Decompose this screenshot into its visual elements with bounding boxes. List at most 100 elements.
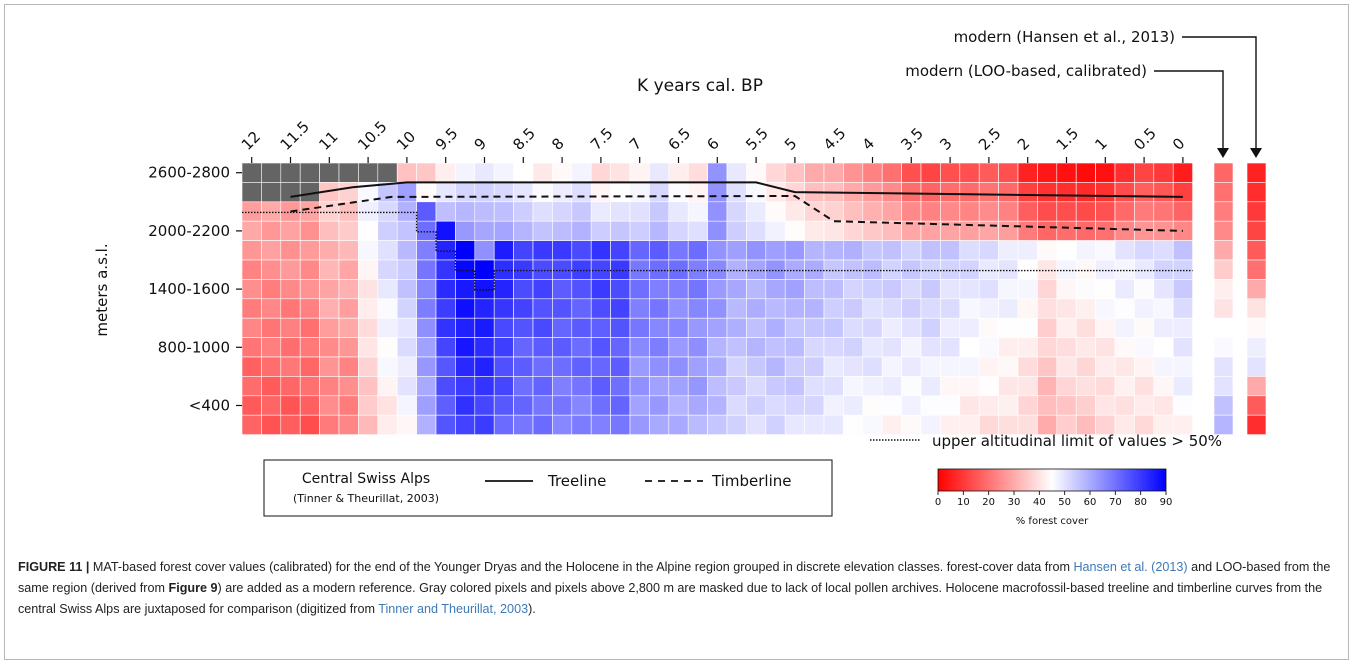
heatmap-cell (707, 395, 728, 416)
heatmap-cell (261, 279, 282, 300)
heatmap-cell (746, 259, 767, 280)
heatmap-cell (280, 337, 301, 358)
legend-title: Central Swiss Alps (302, 471, 430, 487)
heatmap-cell (493, 220, 514, 241)
caption-ref-tinner[interactable]: Tinner and Theurillat, 2003 (378, 602, 529, 616)
heatmap-cell (416, 337, 437, 358)
heatmap-cell (1114, 182, 1135, 203)
modern-cell (1213, 240, 1234, 261)
heatmap-cell (474, 182, 495, 203)
heatmap-cell (920, 356, 941, 377)
x-tick-label: 11.5 (277, 117, 313, 153)
colorbar-tick-label: 0 (935, 497, 941, 508)
heatmap-cell (241, 279, 262, 300)
heatmap-cell (1114, 279, 1135, 300)
modern-cell (1246, 162, 1267, 183)
heatmap-cell (1017, 376, 1038, 397)
heatmap-cell (843, 240, 864, 261)
heatmap-cell (784, 317, 805, 338)
heatmap-cell (571, 298, 592, 319)
heatmap-cell (396, 220, 417, 241)
heatmap-cell (978, 240, 999, 261)
heatmap-cell (532, 414, 553, 435)
heatmap-cell (784, 279, 805, 300)
heatmap-cell (280, 240, 301, 261)
heatmap-cell (687, 162, 708, 183)
heatmap-cell (1075, 395, 1096, 416)
heatmap-cell (319, 259, 340, 280)
heatmap-cell (1114, 356, 1135, 377)
heatmap-cell (881, 240, 902, 261)
colorbar-tick-label: 70 (1109, 497, 1122, 508)
colorbar: 0 10 20 30 40 50 60 70 80 90 % forest cover (935, 468, 1172, 527)
heatmap-cell (590, 182, 611, 203)
heatmap-cell (765, 220, 786, 241)
heatmap-cell (726, 395, 747, 416)
heatmap-cell (610, 279, 631, 300)
heatmap-cell (804, 337, 825, 358)
heatmap-cell (862, 414, 883, 435)
heatmap-cell (590, 414, 611, 435)
heatmap-cell (319, 279, 340, 300)
heatmap-cell (532, 356, 553, 377)
heatmap-cell (668, 201, 689, 222)
heatmap-cell (416, 414, 437, 435)
heatmap-cell (1056, 317, 1077, 338)
heatmap-cell (998, 220, 1019, 241)
x-tick-label: 10 (393, 128, 419, 154)
heatmap-cell (629, 298, 650, 319)
heatmap-cell (1095, 317, 1116, 338)
heatmap-cell (901, 162, 922, 183)
heatmap-cell (1172, 337, 1193, 358)
heatmap-cell (396, 298, 417, 319)
hansen-arrow-line (1182, 36, 1257, 150)
caption-ref-hansen[interactable]: Hansen et al. (2013) (1073, 560, 1188, 574)
heatmap-cell (1114, 376, 1135, 397)
heatmap-cell (338, 414, 359, 435)
heatmap-cell (261, 414, 282, 435)
caption-ref-figure[interactable]: Figure 9 (168, 581, 218, 595)
heatmap-cell (978, 317, 999, 338)
heatmap-cell (940, 259, 961, 280)
heatmap-cell (668, 220, 689, 241)
heatmap-cell (261, 220, 282, 241)
heatmap-cell (881, 395, 902, 416)
heatmap-cell (843, 220, 864, 241)
heatmap-cell (804, 240, 825, 261)
heatmap-cell (1037, 356, 1058, 377)
heatmap-cell (707, 220, 728, 241)
heatmap-cell (784, 201, 805, 222)
heatmap-cell (804, 279, 825, 300)
heatmap-cell (455, 201, 476, 222)
heatmap-cell (746, 240, 767, 261)
modern-cell (1246, 240, 1267, 261)
heatmap-cell (280, 376, 301, 397)
heatmap-cell (1172, 298, 1193, 319)
heatmap-cell (881, 162, 902, 183)
heatmap-cell (474, 259, 495, 280)
heatmap-cell (998, 298, 1019, 319)
heatmap-cell (998, 337, 1019, 358)
heatmap-cell (959, 337, 980, 358)
heatmap-cell (435, 240, 456, 261)
heatmap-cell (959, 317, 980, 338)
modern-cell (1213, 395, 1234, 416)
heatmap-cell (416, 182, 437, 203)
modern-cell (1213, 182, 1234, 203)
heatmap-cell (396, 162, 417, 183)
heatmap-cell (940, 356, 961, 377)
x-tick-label: 1.5 (1053, 124, 1083, 154)
heatmap-cell (261, 201, 282, 222)
heatmap-cell (862, 240, 883, 261)
heatmap-cell (1172, 356, 1193, 377)
heatmap-cell (241, 395, 262, 416)
heatmap-cell (901, 259, 922, 280)
heatmap-cell (377, 414, 398, 435)
heatmap-cell (571, 279, 592, 300)
heatmap-cell (416, 376, 437, 397)
heatmap-cell (1134, 376, 1155, 397)
heatmap-cell (493, 414, 514, 435)
heatmap-cell (338, 395, 359, 416)
heatmap-cell (474, 279, 495, 300)
heatmap-cell (532, 220, 553, 241)
